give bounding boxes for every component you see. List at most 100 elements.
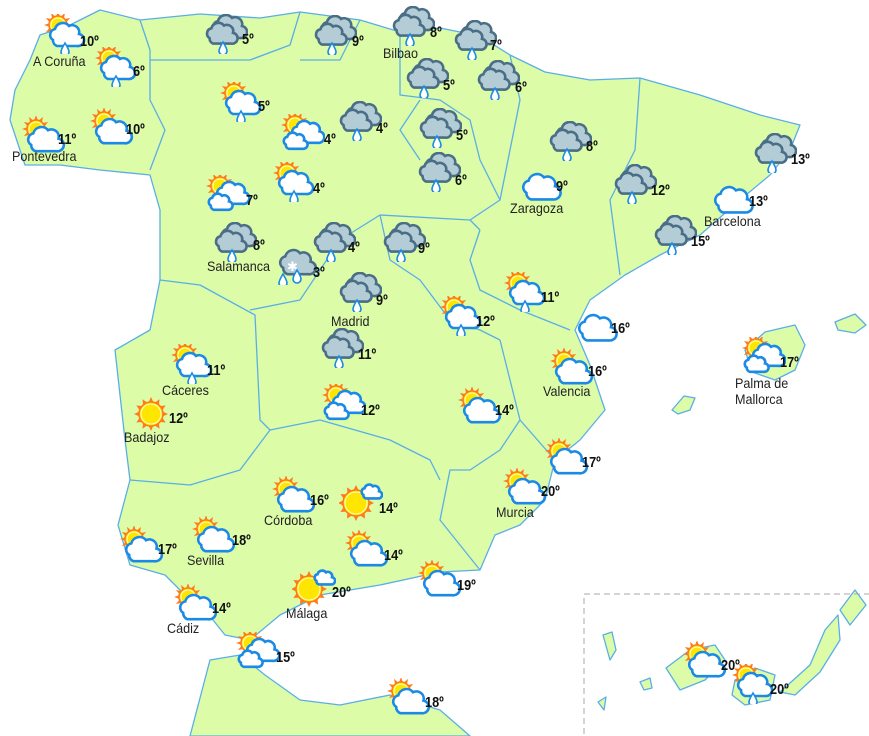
sun-cloud-rain-icon xyxy=(171,344,213,384)
city-label: Murcia xyxy=(496,504,534,520)
north-africa-land xyxy=(189,654,471,736)
city-label: Cádiz xyxy=(167,620,200,636)
temperature: 18º xyxy=(425,694,444,711)
cloud-icon xyxy=(522,172,562,201)
sun-two-clouds-icon xyxy=(206,175,250,212)
rain-icon xyxy=(654,215,697,255)
temperature: 4º xyxy=(324,131,336,148)
temperature: 9º xyxy=(418,240,430,257)
temperature: 10º xyxy=(80,33,99,50)
city-label: A Coruña xyxy=(33,53,86,69)
sun-small-cloud-icon xyxy=(339,483,383,521)
temperature: 6º xyxy=(455,172,467,189)
rain-icon xyxy=(313,222,356,262)
ibiza-land xyxy=(671,395,696,415)
rain-icon xyxy=(314,15,357,55)
sun-cloud-rain-icon xyxy=(732,664,774,704)
temperature: 5º xyxy=(258,98,270,115)
svg-text:✱: ✱ xyxy=(287,259,298,274)
temperature: 12º xyxy=(169,410,188,427)
sun-cloud-rain-icon xyxy=(95,47,137,87)
rain-icon xyxy=(392,6,435,46)
rain-icon xyxy=(754,133,797,173)
city-label: Madrid xyxy=(331,313,370,329)
sun-cloud-rain-icon xyxy=(44,14,86,54)
sun-two-clouds-icon xyxy=(322,384,366,421)
temperature: 8º xyxy=(430,24,442,41)
sun-cloud-icon xyxy=(272,476,316,513)
sun-cloud-icon xyxy=(458,387,502,424)
city-label: Bilbao xyxy=(383,45,419,61)
city-label: Cáceres xyxy=(162,382,209,398)
temperature: 5º xyxy=(456,127,468,144)
temperature: 18º xyxy=(232,532,251,549)
sun-cloud-rain-icon xyxy=(440,296,482,336)
sun-cloud-icon xyxy=(174,584,218,621)
sun-two-clouds-icon xyxy=(742,337,786,374)
sun-cloud-rain-icon xyxy=(504,272,546,312)
city-label: Córdoba xyxy=(264,512,313,528)
temperature: 14º xyxy=(495,402,514,419)
rain-icon xyxy=(614,164,657,204)
temperature: 17º xyxy=(158,541,177,558)
canary-lapalma xyxy=(602,631,617,661)
temperature: 17º xyxy=(780,354,799,371)
temperature: 20º xyxy=(541,483,560,500)
rain-icon xyxy=(419,108,462,148)
temperature: 13º xyxy=(791,151,810,168)
temperature: 6º xyxy=(515,79,527,96)
temperature: 9º xyxy=(352,33,364,50)
temperature: 11º xyxy=(541,289,560,306)
temperature: 15º xyxy=(691,233,710,250)
canary-gomera xyxy=(639,677,653,691)
temperature: 12º xyxy=(476,313,495,330)
temperature: 10º xyxy=(126,121,145,138)
temperature: 5º xyxy=(242,31,254,48)
temperature: 16º xyxy=(310,492,329,509)
sun-cloud-icon xyxy=(503,468,547,505)
rain-icon xyxy=(406,58,449,98)
city-label: Sevilla xyxy=(187,552,225,568)
region-borders xyxy=(129,11,641,571)
temperature: 9º xyxy=(556,178,568,195)
city-label: Salamanca xyxy=(207,258,271,274)
cloud-icon xyxy=(714,185,754,214)
sun-cloud-icon xyxy=(418,560,462,597)
rain-icon xyxy=(214,222,257,262)
temperature: 3º xyxy=(313,264,325,281)
temperature: 19º xyxy=(457,577,476,594)
rain-icon xyxy=(477,60,520,100)
sun-cloud-icon xyxy=(683,641,727,678)
city-label: Palma de Mallorca xyxy=(735,375,789,407)
city-label: Badajoz xyxy=(124,429,170,445)
temperature: 11º xyxy=(58,131,77,148)
temperature: 11º xyxy=(358,346,377,363)
city-label: Málaga xyxy=(286,605,328,621)
canary-lanzarote xyxy=(839,589,867,626)
temperature: 8º xyxy=(253,237,265,254)
canary-hierro xyxy=(597,696,607,711)
cloud-icon xyxy=(578,313,618,342)
temperature: 7º xyxy=(490,37,502,54)
rain-icon xyxy=(339,101,382,141)
temperature: 16º xyxy=(588,363,607,380)
sun-cloud-rain-icon xyxy=(220,82,262,122)
sun-small-cloud-icon xyxy=(292,569,336,607)
rain-icon xyxy=(205,14,248,54)
temperature: 11º xyxy=(207,362,226,379)
temperature: 15º xyxy=(276,649,295,666)
menorca-land xyxy=(834,313,867,334)
sun-cloud-icon xyxy=(22,116,66,153)
temperature: 16º xyxy=(611,320,630,337)
sun-cloud-icon xyxy=(550,348,594,385)
temperature: 5º xyxy=(443,77,455,94)
city-label: Zaragoza xyxy=(510,200,564,216)
temperature: 20º xyxy=(770,681,789,698)
sun-cloud-icon xyxy=(345,530,389,567)
temperature: 20º xyxy=(721,657,740,674)
temperature: 4º xyxy=(376,120,388,137)
canary-islands-inset xyxy=(583,593,869,736)
temperature: 8º xyxy=(586,138,598,155)
sun-icon xyxy=(134,397,168,431)
